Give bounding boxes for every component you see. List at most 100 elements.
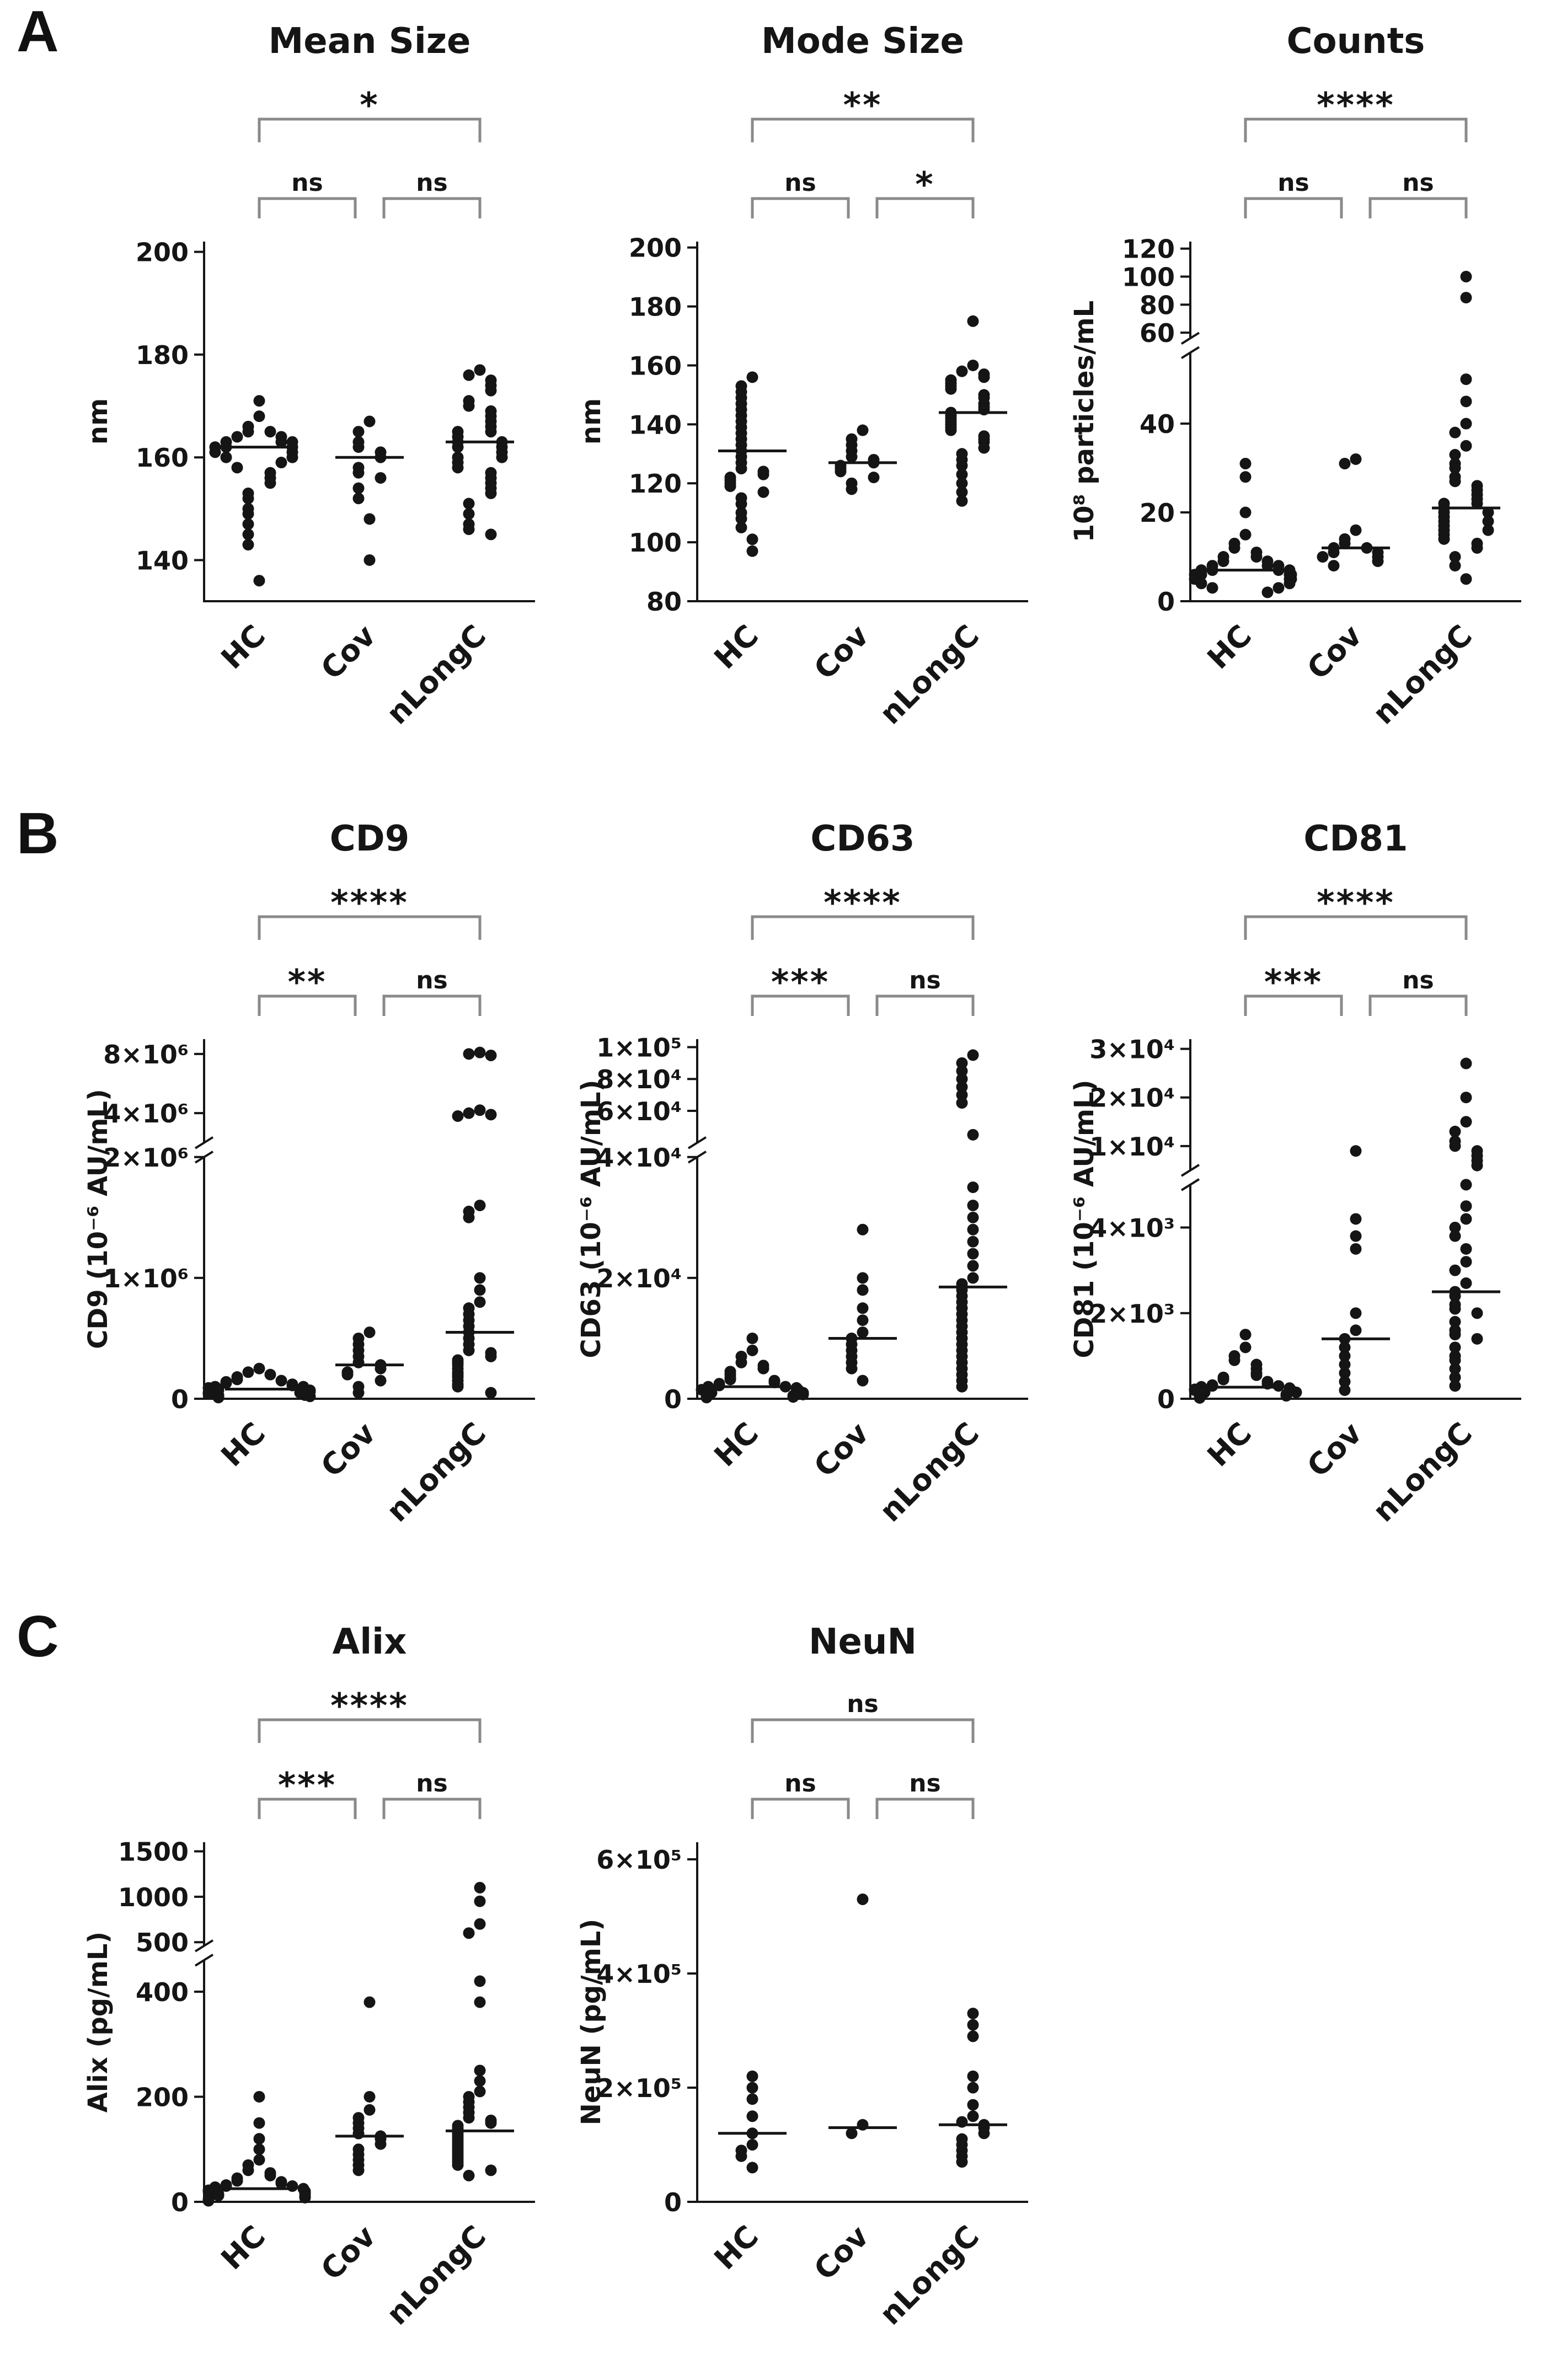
data-point <box>463 1927 475 1939</box>
data-point <box>1261 586 1274 598</box>
significance-label: ns <box>291 169 323 197</box>
tick-label: 2×10⁵ <box>596 2073 682 2103</box>
data-point <box>1449 1363 1461 1375</box>
data-point <box>202 1388 215 1400</box>
significance-bracket <box>382 994 482 1016</box>
data-point <box>1449 551 1461 563</box>
data-point <box>253 395 265 407</box>
data-point <box>304 1390 316 1403</box>
data-point <box>352 467 365 479</box>
tick-label: 40 <box>1140 409 1175 439</box>
data-point <box>474 2075 486 2087</box>
data-point <box>956 1097 968 1109</box>
data-point <box>746 2082 758 2094</box>
significance-bracket <box>258 915 482 940</box>
tick-label: 60 <box>1140 318 1175 348</box>
y-axis-label: NeuN (pg/mL) <box>576 1919 607 2126</box>
significance-bracket <box>258 197 357 218</box>
data-point <box>474 1881 486 1894</box>
significance-label: ns <box>909 1769 941 1798</box>
data-point <box>967 1248 979 1260</box>
significance-label: **** <box>1317 85 1395 125</box>
data-point <box>275 457 287 469</box>
axis-break-mark <box>1180 346 1200 359</box>
data-point <box>474 1975 486 1987</box>
data-point <box>463 498 475 510</box>
data-point <box>275 2178 287 2190</box>
data-point <box>967 1236 979 1248</box>
data-point <box>286 2180 298 2192</box>
significance-label: * <box>915 164 934 205</box>
data-point <box>474 1046 486 1058</box>
data-point <box>846 483 858 495</box>
data-point <box>1460 1213 1472 1225</box>
data-point <box>1471 542 1483 554</box>
chart-container-mode_size: Mode Size 80 100 120 140 160 180 200 nm HC Cov nLon… <box>558 4 1044 777</box>
data-point <box>967 1223 979 1236</box>
significance-label: ns <box>416 966 448 994</box>
data-point <box>1339 1376 1351 1388</box>
data-point <box>1339 1359 1351 1371</box>
tick-label: 0 <box>664 2188 682 2217</box>
chart-title: Mean Size <box>269 21 471 62</box>
data-point <box>857 1302 869 1314</box>
data-point <box>463 2169 475 2181</box>
chart-mode_size: Mode Size 80 100 120 140 160 180 200 nm HC CovnLon… <box>576 21 1028 731</box>
data-point <box>463 1107 475 1119</box>
data-point <box>1449 1354 1461 1366</box>
y-axis-label: CD9 (10⁻⁶ AU/mL) <box>83 1089 114 1349</box>
data-point <box>1217 1373 1229 1386</box>
data-point <box>264 2169 276 2181</box>
tick-label: 4×10⁶ <box>103 1099 189 1129</box>
chart-container-alix: Alix 0 200 400 500 1000 1500 Alix (pg/mL) HC Cov n… <box>65 1605 550 2377</box>
x-category-label: Cov <box>314 2219 382 2287</box>
data-point <box>956 495 968 507</box>
tick-label: 200 <box>136 238 189 268</box>
data-point <box>746 2070 758 2082</box>
data-point <box>1284 577 1296 590</box>
data-point <box>452 2159 464 2171</box>
data-point <box>746 2162 758 2174</box>
data-point <box>857 1374 869 1387</box>
data-point <box>735 1356 747 1368</box>
data-point <box>1217 555 1229 568</box>
data-point <box>746 2139 758 2151</box>
significance-bracket <box>382 1798 482 1819</box>
x-category-label: nLongC <box>1366 618 1479 731</box>
data-point <box>1449 1303 1461 1315</box>
significance-label: *** <box>278 1765 336 1805</box>
data-point <box>363 513 376 525</box>
significance-bracket <box>751 994 850 1016</box>
significance-bracket <box>751 117 975 142</box>
data-point <box>485 426 497 438</box>
tick-label: 0 <box>664 1384 682 1414</box>
data-point <box>1339 457 1351 469</box>
panel-B: B CD9 0 1×10⁶ 2×10⁶ 4×10⁶ 8×10⁶ CD9 (10⁻⁶ AU/m… <box>0 802 1556 1574</box>
data-point <box>1460 1057 1472 1069</box>
tick-label: 80 <box>1140 290 1175 320</box>
data-point <box>724 480 736 493</box>
data-point <box>253 2090 265 2103</box>
tick-label: 180 <box>136 340 189 370</box>
data-point <box>857 1314 869 1327</box>
data-point <box>231 462 243 474</box>
data-point <box>967 1199 979 1211</box>
significance-label: *** <box>771 962 830 1002</box>
data-point <box>474 1895 486 1907</box>
tick-label: 160 <box>629 351 682 381</box>
data-point <box>1449 1329 1461 1341</box>
data-point <box>857 1272 869 1284</box>
chart-title: Mode Size <box>761 21 964 62</box>
x-category-label: HC <box>215 1416 272 1474</box>
data-point <box>253 2133 265 2145</box>
data-point <box>452 441 464 453</box>
axis-break-mark <box>194 1939 214 1953</box>
chart-container-mean_size: Mean Size 140 160 180 200 nm HC Cov nLongC * ns ns <box>65 4 550 777</box>
data-point <box>341 1368 354 1381</box>
data-point <box>496 451 508 463</box>
significance-bracket <box>1244 915 1468 940</box>
tick-label: 3×10⁴ <box>1089 1035 1175 1065</box>
data-point <box>375 1374 387 1387</box>
data-point <box>1460 271 1472 283</box>
data-point <box>956 1381 968 1393</box>
